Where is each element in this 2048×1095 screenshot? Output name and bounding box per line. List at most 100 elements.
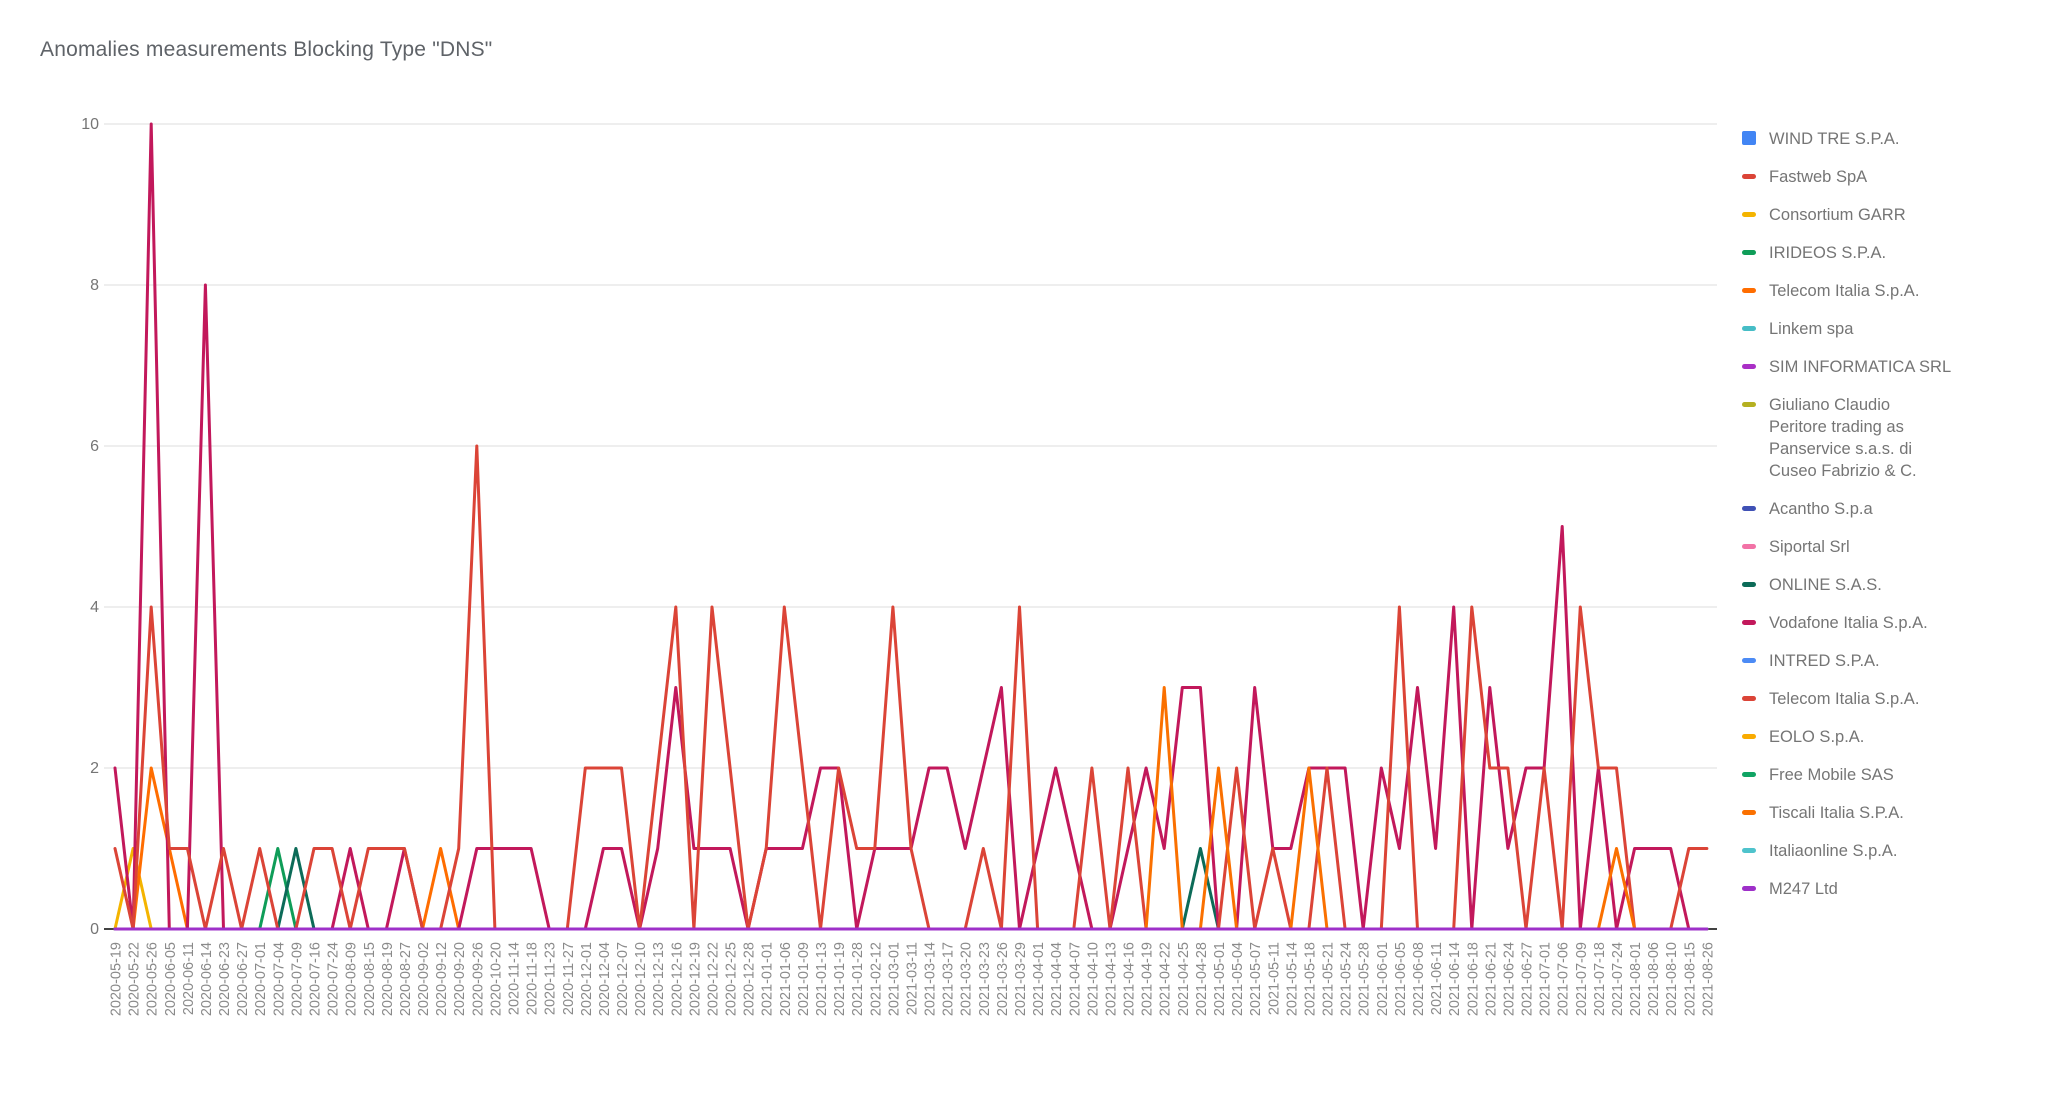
x-axis-tick-label: 2021-03-17	[941, 942, 957, 1016]
x-axis-tick-label: 2021-01-06	[778, 942, 794, 1016]
legend-swatch-icon	[1742, 364, 1756, 369]
x-axis-tick-label: 2020-06-11	[181, 942, 197, 1015]
legend-item: IRIDEOS S.P.A.	[1742, 242, 2042, 264]
legend-item: Telecom Italia S.p.A.	[1742, 688, 2042, 710]
legend-item: Fastweb SpA	[1742, 166, 2042, 188]
legend-swatch-icon	[1742, 131, 1756, 145]
x-axis-tick-label: 2021-05-14	[1284, 942, 1300, 1016]
x-axis-tick-label: 2021-08-06	[1646, 942, 1662, 1016]
x-axis-tick-label: 2021-08-15	[1682, 942, 1698, 1016]
legend-label: Siportal Srl	[1769, 538, 1850, 556]
x-axis-tick-label: 2020-07-04	[271, 942, 287, 1016]
x-axis-tick-label: 2021-04-22	[1158, 942, 1174, 1016]
x-axis-tick-label: 2021-07-09	[1574, 942, 1590, 1016]
x-axis-tick-label: 2021-05-01	[1212, 942, 1228, 1016]
legend-swatch-icon	[1742, 658, 1756, 663]
x-axis-tick-label: 2021-06-14	[1447, 942, 1463, 1016]
legend-label: Linkem spa	[1769, 320, 1854, 338]
x-axis-tick-label: 2021-01-13	[814, 942, 830, 1016]
x-axis-tick-label: 2021-08-01	[1628, 942, 1644, 1016]
x-axis-tick-label: 2020-09-12	[434, 942, 450, 1016]
x-axis-tick-label: 2021-04-01	[1031, 942, 1047, 1016]
legend-item: Free Mobile SAS	[1742, 764, 2042, 786]
legend-swatch-icon	[1742, 886, 1756, 891]
x-axis-tick-label: 2021-03-20	[959, 942, 975, 1016]
legend-item: ONLINE S.A.S.	[1742, 574, 2042, 596]
legend-label: Acantho S.p.a	[1769, 500, 1873, 518]
x-axis-tick-label: 2020-12-04	[597, 942, 613, 1016]
x-axis-tick-label: 2021-06-05	[1393, 942, 1409, 1016]
legend-label: M247 Ltd	[1769, 880, 1838, 898]
legend-item: SIM INFORMATICA SRL	[1742, 356, 2042, 378]
x-axis-tick-label: 2021-06-27	[1520, 942, 1536, 1016]
x-axis-tick-label: 2021-04-19	[1140, 942, 1156, 1016]
x-axis-tick-label: 2021-04-13	[1103, 942, 1119, 1016]
x-axis-tick-label: 2020-12-22	[705, 942, 721, 1016]
legend-item: Tiscali Italia S.P.A.	[1742, 802, 2042, 824]
x-axis-tick-label: 2020-11-27	[561, 942, 577, 1015]
y-axis-tick-label: 10	[81, 116, 99, 133]
x-axis-tick-label: 2021-04-16	[1122, 942, 1138, 1016]
x-axis-tick-label: 2021-07-01	[1538, 942, 1554, 1016]
x-axis-tick-label: 2021-04-04	[1049, 942, 1065, 1016]
x-axis-tick-label: 2021-06-21	[1483, 942, 1499, 1016]
x-axis-tick-label: 2021-03-23	[977, 942, 993, 1016]
x-axis-tick-label: 2021-05-24	[1339, 942, 1355, 1016]
legend-item: WIND TRE S.P.A.	[1742, 128, 2042, 150]
x-axis-tick-label: 2021-07-06	[1556, 942, 1572, 1016]
legend-label: Vodafone Italia S.p.A.	[1769, 614, 1928, 632]
x-axis-tick-label: 2020-07-24	[326, 942, 342, 1016]
x-axis-tick-label: 2021-06-01	[1375, 942, 1391, 1016]
x-axis-tick-label: 2021-05-21	[1321, 942, 1337, 1016]
x-axis-tick-label: 2021-06-18	[1465, 942, 1481, 1016]
legend-item: Linkem spa	[1742, 318, 2042, 340]
legend-item: Vodafone Italia S.p.A.	[1742, 612, 2042, 634]
x-axis-tick-label: 2020-10-20	[488, 942, 504, 1016]
x-axis-tick-label: 2021-01-01	[760, 942, 776, 1016]
x-axis-tick-label: 2020-09-02	[416, 942, 432, 1016]
series-line-Vodafone Italia S.p.A.[interactable]	[113, 122, 1709, 931]
x-axis-tick-label: 2021-05-28	[1357, 942, 1373, 1016]
x-axis-tick-label: 2021-05-07	[1248, 942, 1264, 1016]
x-axis-tick-label: 2021-04-25	[1176, 942, 1192, 1016]
x-axis-tick-label: 2021-04-07	[1067, 942, 1083, 1016]
legend-label: Italiaonline S.p.A.	[1769, 842, 1898, 860]
legend-swatch-icon	[1742, 620, 1756, 625]
x-axis-tick-label: 2021-01-09	[796, 942, 812, 1016]
legend-label: INTRED S.P.A.	[1769, 652, 1880, 670]
x-axis-tick-label: 2021-03-01	[886, 942, 902, 1016]
x-axis-tick-label: 2020-06-23	[217, 942, 233, 1016]
legend-swatch-icon	[1742, 582, 1756, 587]
legend-label: WIND TRE S.P.A.	[1769, 130, 1900, 148]
y-axis-tick-label: 6	[90, 438, 99, 455]
x-axis-tick-label: 2020-07-16	[307, 942, 323, 1016]
series-line-Tiscali Italia S.P.A.[interactable]	[113, 686, 1709, 931]
x-axis-tick-label: 2020-06-14	[199, 942, 215, 1016]
x-axis-tick-label: 2021-04-28	[1194, 942, 1210, 1016]
legend-swatch-icon	[1742, 772, 1756, 777]
x-axis-tick-label: 2020-07-01	[253, 942, 269, 1016]
x-axis-tick-label: 2021-06-11	[1429, 942, 1445, 1015]
x-axis-tick-label: 2020-12-01	[579, 942, 595, 1016]
x-axis-tick-label: 2020-08-19	[380, 942, 396, 1016]
legend-label: Free Mobile SAS	[1769, 766, 1894, 784]
x-axis-tick-label: 2020-06-05	[163, 942, 179, 1016]
x-axis-tick-label: 2020-12-16	[669, 942, 685, 1016]
x-axis-tick-label: 2020-08-15	[362, 942, 378, 1016]
x-axis-tick-label: 2021-01-28	[850, 942, 866, 1016]
x-axis-tick-label: 2021-08-26	[1700, 942, 1716, 1016]
x-axis-tick-label: 2020-11-14	[506, 942, 522, 1015]
legend-label: Telecom Italia S.p.A.	[1769, 282, 1920, 300]
x-axis-tick-label: 2021-08-10	[1664, 942, 1680, 1016]
x-axis-tick-label: 2020-08-27	[398, 942, 414, 1016]
legend-swatch-icon	[1742, 848, 1756, 853]
legend-label: Fastweb SpA	[1769, 168, 1868, 186]
x-axis-tick-label: 2020-05-26	[145, 942, 161, 1016]
x-axis-tick-label: 2021-03-11	[904, 942, 920, 1015]
x-axis-tick-label: 2020-05-22	[127, 942, 143, 1016]
x-axis-tick-label: 2020-12-19	[687, 942, 703, 1016]
x-axis-tick-label: 2021-01-19	[832, 942, 848, 1016]
legend-item: Telecom Italia S.p.A.	[1742, 280, 2042, 302]
x-axis-tick-label: 2021-07-18	[1592, 942, 1608, 1016]
